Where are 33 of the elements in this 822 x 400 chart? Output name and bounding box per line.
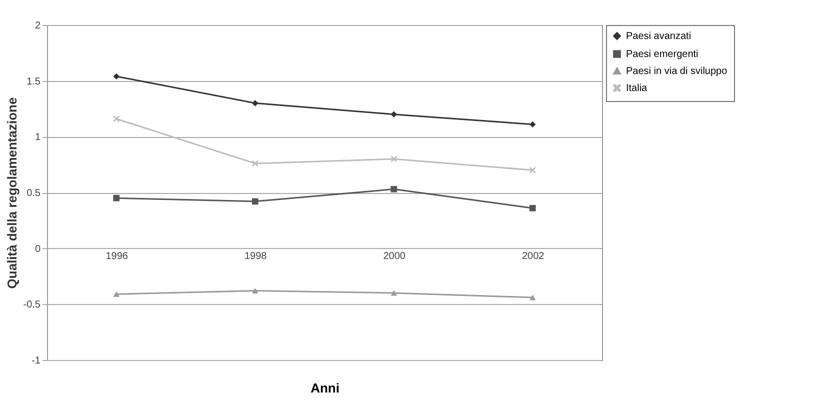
- x-tick-label: 2002: [522, 250, 545, 262]
- point: [113, 291, 120, 297]
- y-tick-label: 0.5: [26, 188, 41, 199]
- point: [252, 160, 258, 167]
- legend-label: Italia: [626, 83, 648, 94]
- y-tick-label: 2: [34, 20, 41, 32]
- y-tick-label: 0: [34, 244, 41, 255]
- y-tick-label: 1: [34, 132, 41, 144]
- point: [113, 73, 120, 80]
- point: [390, 290, 398, 296]
- y-tick-label: -0.5: [23, 300, 41, 311]
- point: [113, 194, 120, 202]
- point: [529, 294, 536, 300]
- point: [252, 288, 258, 294]
- point: [390, 186, 398, 192]
- point: [529, 167, 536, 174]
- legend-label: Paesi emergenti: [626, 49, 698, 60]
- x-tick-label: 1996: [106, 250, 128, 262]
- point: [252, 100, 258, 106]
- point: [252, 198, 258, 205]
- y-tick-label: 1.5: [26, 76, 41, 88]
- legend-label: Paesi avanzati: [626, 31, 692, 42]
- point: [390, 111, 398, 118]
- point: [529, 121, 536, 128]
- y-axis-title: Qualità della regolamentazione: [4, 97, 20, 289]
- point: [529, 204, 536, 212]
- point: [390, 156, 398, 162]
- point: [113, 116, 120, 122]
- x-tick-label: 2000: [383, 250, 406, 262]
- y-tick-label: -1: [32, 356, 41, 366]
- legend-label: Paesi in via di sviluppo: [626, 66, 728, 77]
- x-axis-title: Anni: [310, 380, 340, 396]
- x-tick-label: 1998: [244, 250, 268, 262]
